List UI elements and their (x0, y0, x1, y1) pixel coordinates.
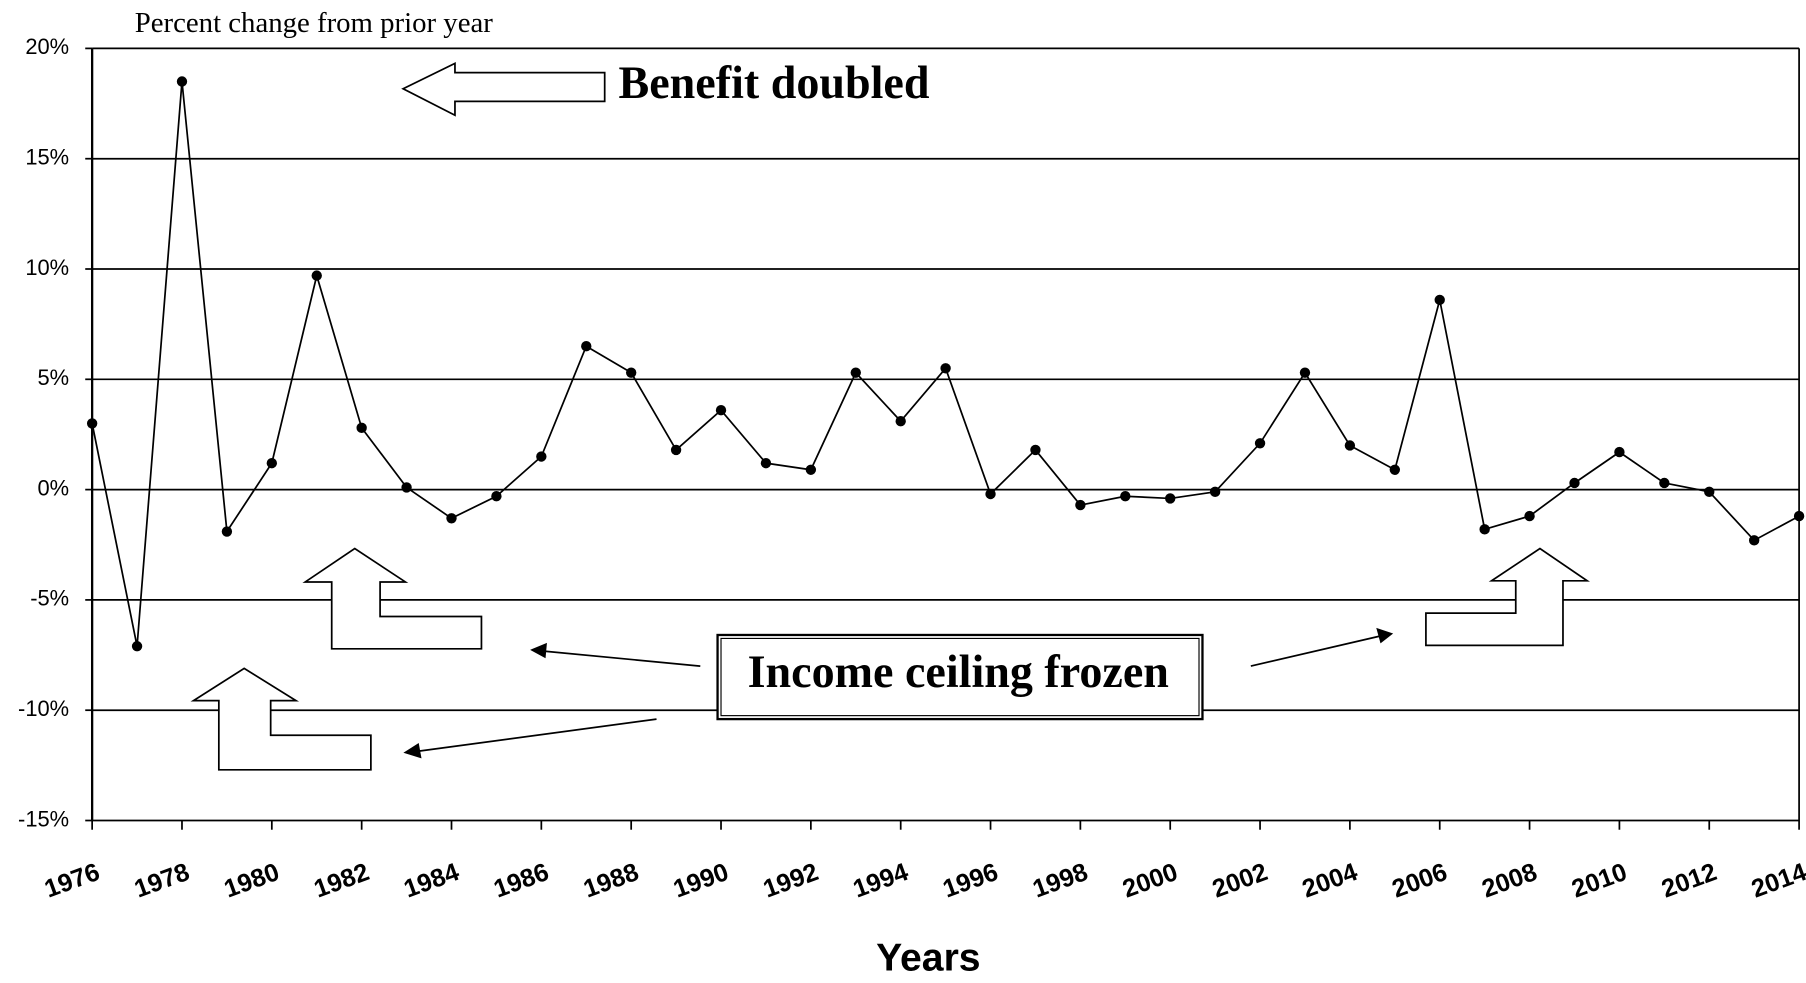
x-tick-label: 2000 (1119, 858, 1182, 904)
point (1389, 464, 1400, 475)
pointers (403, 627, 1394, 759)
point (895, 416, 906, 427)
x-tick-label: 1982 (310, 858, 373, 904)
point (850, 367, 861, 378)
plot: -15% -10% -5% 0% 5% 10% 15% 20% 1976 1978 1980 1982… (18, 34, 1806, 903)
x-tick-label: 1978 (131, 858, 194, 904)
pointer (1250, 635, 1381, 667)
y-tick-label: 15% (25, 144, 69, 169)
point (985, 488, 996, 500)
point (1434, 294, 1445, 306)
point (266, 457, 278, 469)
point (1120, 491, 1131, 502)
point (1075, 499, 1086, 511)
point (1614, 446, 1625, 458)
point (401, 482, 412, 493)
x-tick-label: 2006 (1388, 858, 1451, 904)
arrow-up (1425, 547, 1590, 647)
point (1209, 486, 1221, 497)
point (940, 363, 951, 374)
x-tick-label: 2004 (1299, 858, 1362, 904)
x-tick-label: 1998 (1029, 858, 1092, 904)
point (1344, 440, 1356, 451)
point (311, 270, 322, 281)
point (1569, 477, 1580, 489)
point (86, 418, 98, 429)
arrowhead (1376, 627, 1394, 644)
pointer (416, 718, 657, 753)
y-tick-label: -15% (18, 806, 69, 831)
x-tick-label: 1980 (221, 858, 284, 904)
point (1165, 493, 1176, 504)
arrow-up (302, 547, 483, 650)
x-tick-label: 1976 (41, 858, 104, 904)
point (581, 341, 592, 352)
point (1479, 524, 1490, 535)
x-tick-label: 1996 (939, 858, 1002, 904)
point (670, 444, 682, 456)
x-tick-label: 2002 (1209, 858, 1272, 904)
arrowhead (530, 642, 547, 659)
y-tick-label: 5% (37, 365, 69, 390)
pointer (543, 650, 701, 667)
arrowhead (403, 743, 422, 759)
x-tick-label: 1990 (670, 858, 733, 904)
point (805, 464, 817, 475)
y-tick-label: 10% (25, 255, 69, 280)
y-tick-label: -10% (18, 696, 69, 721)
point (1254, 438, 1266, 449)
x-tick-label: 2012 (1658, 858, 1721, 904)
point (1793, 510, 1805, 522)
point (221, 526, 233, 537)
point (176, 76, 188, 87)
point (715, 405, 727, 416)
point (446, 513, 457, 524)
arrows (190, 61, 1590, 771)
point (131, 641, 143, 652)
chart-title: Percent change from prior year (135, 7, 494, 39)
y-tick-label: 0% (37, 475, 69, 500)
point (356, 422, 367, 434)
x-tick-label: 1984 (400, 858, 463, 904)
annotation: Income ceiling frozen (748, 646, 1169, 697)
point (1299, 367, 1311, 378)
point (1748, 535, 1760, 546)
y-tick-label: 20% (25, 34, 69, 59)
x-tick-label: 2014 (1748, 858, 1806, 904)
point (760, 457, 772, 469)
point (1030, 444, 1041, 456)
point (536, 451, 547, 462)
point (1704, 486, 1715, 497)
x-tick-label: 1986 (490, 858, 553, 904)
x-tick-label: 2010 (1568, 858, 1631, 904)
x-tick-label: 1988 (580, 858, 643, 904)
point (625, 367, 637, 378)
point (491, 491, 502, 502)
x-axis-label: Years (876, 936, 981, 979)
point (1659, 477, 1670, 489)
x-tick-label: 2008 (1478, 858, 1541, 904)
annotation-box (716, 633, 1204, 721)
annotation-box-inner (720, 637, 1200, 717)
point (1524, 510, 1535, 522)
arrow-up (190, 667, 372, 771)
x-tick-label: 1994 (849, 858, 912, 904)
annotation: Benefit doubled (619, 57, 930, 108)
y-tick-label: -5% (30, 586, 69, 611)
x-tick-label: 1992 (760, 858, 823, 904)
arrow-left (401, 61, 606, 117)
